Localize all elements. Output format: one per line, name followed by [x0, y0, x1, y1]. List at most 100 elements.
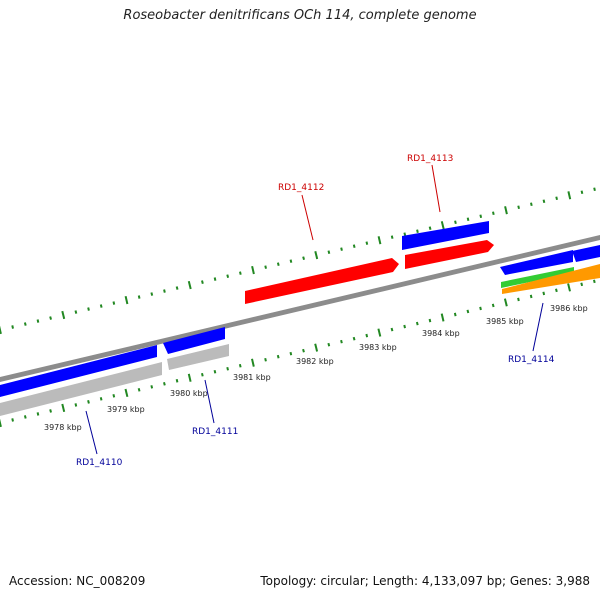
inner-scale-tick: [440, 313, 445, 322]
outer-scale-tick: [593, 187, 596, 192]
outer-scale-tick: [175, 286, 179, 290]
gene-label-rd1-4113[interactable]: RD1_4113: [407, 154, 453, 164]
inner-scale-ticks: [0, 279, 596, 428]
forward-cds-rd1-4113[interactable]: [405, 240, 494, 269]
genome-summary-text: Topology: circular; Length: 4,133,097 bp…: [260, 574, 590, 588]
inner-scale-tick: [213, 369, 217, 374]
inner-scale-tick: [415, 321, 419, 326]
map-title: Roseobacter denitrificans OCh 114, compl…: [123, 8, 477, 23]
inner-scale-tick: [529, 294, 533, 299]
reverse-cds-right-edge[interactable]: [572, 245, 600, 262]
outer-scale-tick: [517, 205, 520, 210]
inner-scale-tick: [390, 327, 394, 332]
inner-scale-tick: [137, 388, 141, 392]
outer-scale-tick: [276, 262, 280, 266]
outer-scale-tick: [377, 236, 382, 245]
inner-scale-tick: [428, 318, 432, 323]
kbp-label-3979: 3979 kbp: [107, 405, 145, 414]
accession-text: Accession: NC_008209: [9, 574, 146, 588]
outer-scale-tick: [61, 310, 66, 320]
inner-scale-tick: [555, 288, 558, 293]
reverse-cds-rd1-4111[interactable]: [163, 327, 225, 354]
inner-scale-tick: [124, 388, 129, 398]
inner-scale-tick: [466, 309, 470, 314]
inner-scale-tick: [74, 403, 78, 407]
outer-scale-tick: [74, 310, 78, 314]
kbp-label-3982: 3982 kbp: [296, 357, 334, 366]
outer-scale-tick: [23, 322, 27, 326]
inner-scale-tick: [163, 382, 166, 386]
inner-scale-tick: [36, 412, 40, 416]
inner-scale-tick: [61, 403, 66, 413]
inner-scale-tick: [403, 324, 406, 329]
inner-scale-tick: [503, 298, 508, 307]
gene-label-rd1-4111[interactable]: RD1_4111: [192, 427, 238, 437]
gene-label-rd1-4112[interactable]: RD1_4112: [278, 183, 324, 193]
outer-scale-tick: [112, 301, 116, 305]
outer-scale-tick: [226, 274, 230, 278]
outer-scale-tick: [11, 325, 14, 329]
leader-line-rd1-4111: [204, 379, 215, 424]
outer-scale-tick: [327, 250, 331, 254]
inner-scale-tick: [150, 385, 154, 389]
outer-scale-tick: [289, 259, 293, 263]
grey-feature-long[interactable]: [0, 362, 162, 416]
kbp-label-3985: 3985 kbp: [486, 317, 524, 326]
kbp-label-3978: 3978 kbp: [44, 423, 82, 432]
inner-scale-tick: [453, 312, 457, 317]
outer-scale-tick: [416, 229, 419, 234]
reverse-cds-rd1-4114[interactable]: [500, 250, 573, 275]
inner-scale-tick: [314, 343, 319, 352]
outer-scale-tick: [504, 206, 508, 215]
outer-scale-tick: [201, 280, 204, 284]
inner-scale-tick: [302, 348, 305, 353]
leader-line-rd1-4110: [85, 410, 98, 455]
inner-scale-tick: [23, 415, 27, 419]
gene-label-rd1-4114[interactable]: RD1_4114: [508, 355, 555, 365]
inner-scale-tick: [593, 279, 596, 284]
gene-label-rd1-4110[interactable]: RD1_4110: [76, 458, 123, 468]
outer-scale-tick: [187, 280, 192, 290]
inner-scale-tick: [276, 354, 280, 359]
grey-feature-short[interactable]: [167, 344, 229, 370]
forward-cds-rd1-4112[interactable]: [245, 258, 399, 304]
green-feature[interactable]: [501, 267, 574, 288]
outer-scale-tick: [213, 277, 217, 281]
inner-scale-tick: [226, 366, 229, 371]
genome-backbone: [0, 235, 600, 382]
outer-scale-tick: [580, 190, 584, 195]
inner-scale-tick: [87, 400, 90, 404]
outer-scale-tick: [403, 232, 407, 237]
outer-scale-tick: [87, 307, 90, 311]
leader-line-rd1-4114: [532, 302, 544, 352]
inner-scale-tick: [289, 351, 293, 356]
outer-scale-tick: [479, 214, 483, 219]
outer-scale-tick: [239, 271, 242, 275]
inner-scale-tick: [175, 378, 179, 383]
outer-scale-tick: [428, 226, 432, 231]
reverse-cds-rd1-4110[interactable]: [0, 345, 157, 397]
inner-scale-tick: [340, 339, 343, 344]
outer-scale-ticks: [0, 187, 596, 335]
inner-scale-tick: [365, 333, 369, 338]
kbp-label-3983: 3983 kbp: [359, 343, 397, 352]
inner-scale-tick: [327, 342, 331, 347]
inner-scale-tick: [479, 306, 482, 311]
inner-scale-tick: [251, 358, 255, 367]
inner-scale-tick: [201, 372, 204, 377]
reverse-cds-rd1-4113-upper[interactable]: [402, 221, 489, 250]
inner-scale-tick: [352, 336, 356, 341]
outer-scale-tick: [352, 244, 356, 248]
inner-scale-tick: [238, 363, 242, 368]
orange-feature[interactable]: [502, 264, 600, 294]
outer-scale-tick: [567, 191, 572, 200]
outer-scale-tick: [555, 196, 558, 201]
leader-line-rd1-4113: [431, 164, 441, 213]
outer-scale-tick: [150, 292, 154, 296]
outer-scale-tick: [99, 304, 103, 308]
inner-scale-tick: [11, 418, 14, 422]
inner-scale-tick: [187, 373, 192, 382]
inner-scale-tick: [112, 394, 116, 398]
outer-scale-tick: [365, 241, 369, 245]
